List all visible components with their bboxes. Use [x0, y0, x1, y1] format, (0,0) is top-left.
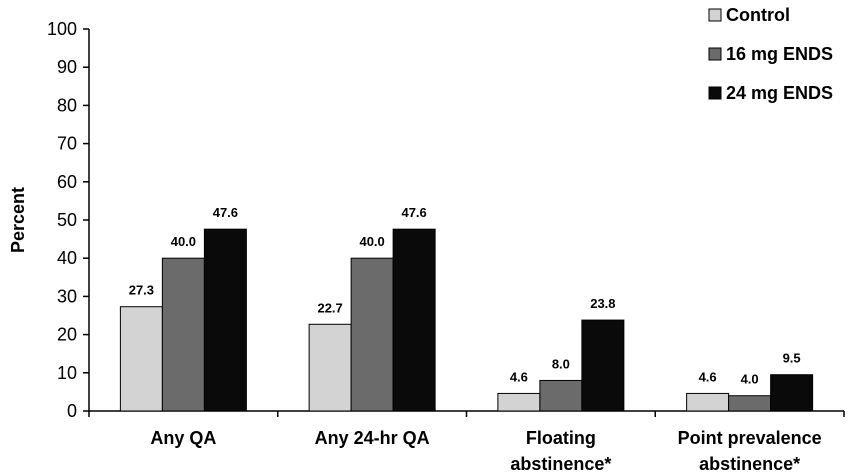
data-label: 47.6 [213, 205, 238, 220]
x-category-label: Point prevalence [678, 428, 822, 448]
bar-control [308, 323, 352, 412]
bar-control [119, 306, 163, 412]
chart-bars [119, 228, 814, 412]
x-category-label: abstinence* [510, 454, 611, 474]
y-tick-label: 50 [57, 210, 77, 230]
bar-control [497, 392, 541, 412]
x-category-label: abstinence* [699, 454, 800, 474]
y-tick-label: 90 [57, 57, 77, 77]
y-tick-label: 70 [57, 134, 77, 154]
data-label: 47.6 [401, 205, 426, 220]
bar-24-mg-ends [392, 228, 436, 412]
legend-swatch [708, 8, 722, 22]
chart-data-labels: 27.3 40.0 47.6 22.7 40.0 47.6 4.6 8.0 23.8 4.6 4.0… [129, 205, 801, 387]
bar-control [686, 392, 730, 412]
y-tick-label: 100 [47, 19, 77, 39]
y-tick-label: 10 [57, 363, 77, 383]
bar-16-mg-ends [350, 257, 394, 412]
chart-legend: Control 16 mg ENDS 24 mg ENDS [708, 5, 833, 103]
x-category-label: Any 24-hr QA [315, 428, 430, 448]
y-tick-label: 60 [57, 172, 77, 192]
legend-swatch [708, 47, 722, 61]
data-label: 8.0 [552, 356, 570, 371]
y-tick-label: 30 [57, 286, 77, 306]
legend-swatch [708, 86, 722, 100]
y-tick-label: 80 [57, 95, 77, 115]
y-axis-title: Percent [8, 187, 28, 253]
bar-24-mg-ends [203, 228, 247, 412]
data-label: 9.5 [783, 351, 801, 366]
chart-axes: 0 10 20 30 40 50 60 70 80 90 100 Percent Any QA Any 2… [8, 19, 845, 474]
x-category-label: Floating [526, 428, 596, 448]
bar-24-mg-ends [770, 374, 814, 412]
legend-label: 16 mg ENDS [726, 44, 833, 64]
x-category-label: Any QA [150, 428, 216, 448]
data-label: 4.0 [741, 372, 759, 387]
bar-16-mg-ends [539, 379, 583, 412]
bar-24-mg-ends [581, 319, 625, 412]
data-label: 22.7 [317, 300, 342, 315]
legend-label: Control [726, 5, 790, 25]
y-tick-label: 0 [67, 401, 77, 421]
data-label: 27.3 [129, 283, 154, 298]
legend-label: 24 mg ENDS [726, 83, 833, 103]
data-label: 4.6 [510, 369, 528, 384]
bar-16-mg-ends [728, 395, 772, 412]
y-tick-label: 40 [57, 248, 77, 268]
data-label: 4.6 [699, 369, 717, 384]
bar-16-mg-ends [161, 257, 205, 412]
data-label: 40.0 [171, 234, 196, 249]
data-label: 23.8 [590, 296, 615, 311]
y-tick-label: 20 [57, 325, 77, 345]
data-label: 40.0 [359, 234, 384, 249]
